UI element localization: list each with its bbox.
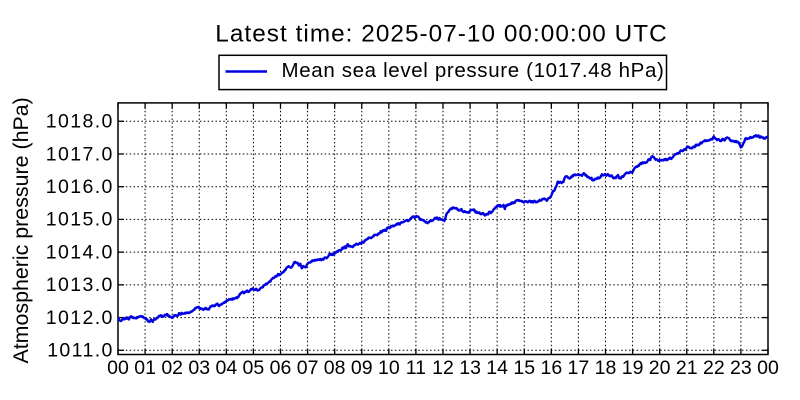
svg-text:1011.0: 1011.0 — [47, 340, 114, 362]
svg-text:1015.0: 1015.0 — [46, 209, 114, 231]
svg-text:Mean sea level pressure (1017.: Mean sea level pressure (1017.48 hPa) — [282, 59, 665, 82]
svg-text:05: 05 — [243, 357, 265, 379]
svg-text:11: 11 — [406, 357, 426, 379]
svg-text:14: 14 — [486, 357, 508, 379]
svg-text:1014.0: 1014.0 — [46, 241, 114, 263]
svg-text:04: 04 — [215, 357, 237, 379]
svg-text:16: 16 — [540, 357, 562, 379]
svg-text:02: 02 — [161, 357, 183, 379]
svg-text:03: 03 — [188, 357, 210, 379]
svg-text:1013.0: 1013.0 — [46, 274, 114, 296]
svg-text:1017.0: 1017.0 — [46, 143, 114, 165]
svg-text:18: 18 — [595, 357, 617, 379]
svg-text:Atmospheric pressure (hPa): Atmospheric pressure (hPa) — [9, 97, 33, 363]
svg-text:10: 10 — [378, 357, 400, 379]
svg-text:Latest time: 2025-07-10 00:00:: Latest time: 2025-07-10 00:00:00 UTC — [215, 20, 667, 47]
svg-text:00: 00 — [757, 357, 779, 379]
svg-text:12: 12 — [432, 357, 454, 379]
svg-text:15: 15 — [513, 357, 535, 379]
svg-text:19: 19 — [622, 357, 644, 379]
svg-text:09: 09 — [351, 357, 373, 379]
svg-text:1016.0: 1016.0 — [46, 176, 114, 198]
svg-text:21: 21 — [676, 357, 698, 379]
svg-text:1012.0: 1012.0 — [46, 307, 114, 329]
svg-text:13: 13 — [459, 357, 481, 379]
svg-text:07: 07 — [297, 357, 319, 379]
svg-text:01: 01 — [134, 357, 156, 379]
svg-text:17: 17 — [568, 357, 590, 379]
svg-text:20: 20 — [649, 357, 671, 379]
svg-text:22: 22 — [703, 357, 725, 379]
svg-text:1018.0: 1018.0 — [46, 111, 114, 133]
svg-text:08: 08 — [324, 357, 346, 379]
svg-text:06: 06 — [270, 357, 292, 379]
svg-text:23: 23 — [730, 357, 752, 379]
svg-text:00: 00 — [107, 357, 129, 379]
